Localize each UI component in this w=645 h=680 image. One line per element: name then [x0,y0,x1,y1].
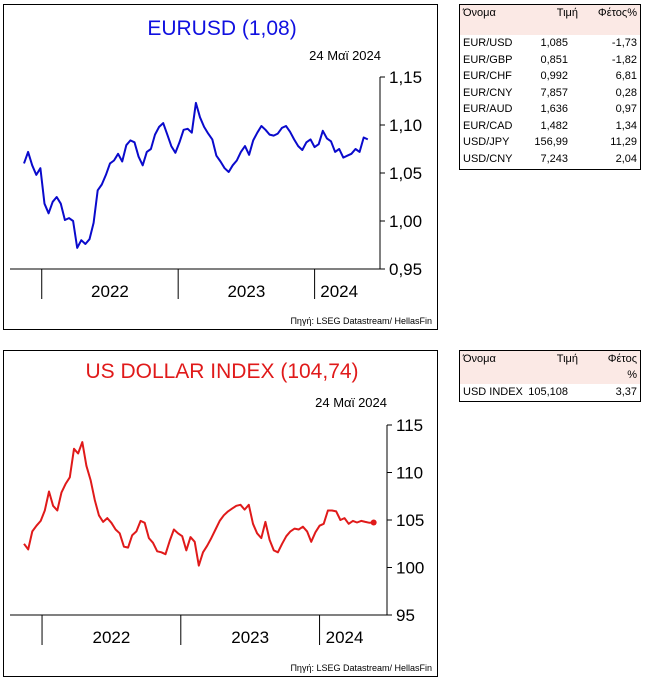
table-row: EUR/CNY 7,857 0,28 [460,85,640,102]
header-name: Όνομα [463,7,496,19]
x-tick-label: 2024 [320,282,358,301]
cell-price: 156,99 [534,136,568,148]
cell-ytd: -1,73 [611,37,637,49]
y-tick-label: 100 [396,559,424,578]
chart-title: US DOLLAR INDEX (104,74) [85,360,358,383]
table-row: USD/CNY 7,243 2,04 [460,151,640,168]
table-row: EUR/AUD 1,636 0,97 [460,101,640,118]
chart-date-label: 24 Μαϊ 2024 [315,395,387,410]
table-row: EUR/GBP 0,851 -1,82 [460,52,640,69]
y-tick-label: 1,10 [389,116,422,135]
y-tick-label: 0,95 [389,260,422,279]
cell-price: 1,085 [540,37,568,49]
cell-name: EUR/USD [463,37,513,49]
chart-source: Πηγή: LSEG Datastream/ HellasFin [290,316,432,326]
cell-price: 1,482 [540,119,568,132]
cell-name: EUR/CNY [463,86,513,99]
x-tick-label: 2023 [227,282,265,301]
table-row: EUR/CHF 0,992 6,81 [460,68,640,85]
cell-name: USD/JPY [463,136,510,148]
x-tick-label: 2024 [326,628,364,647]
y-tick-label: 95 [396,606,415,625]
chart-title: EURUSD (1,08) [147,17,296,40]
table-body: EUR/USD 1,085 -1,73 EUR/GBP 0,851 -1,82 EUR/CH… [460,35,640,167]
header-ytd: Φέτος [607,353,637,365]
header-price: Τιμή [556,7,578,19]
cell-ytd: 11,29 [610,136,637,148]
table-row: USD/JPY 156,99 11,29 [460,134,640,151]
cell-ytd: 0,28 [615,86,637,99]
cell-name: EUR/GBP [463,53,513,66]
eurusd-chart-panel: EURUSD (1,08) 24 Μαϊ 2024 Πηγή: LSEG Dat… [3,4,438,330]
x-tick-label: 2022 [93,628,131,647]
table-row: EUR/CAD 1,482 1,34 [460,118,640,135]
table-header: Όνομα Τιμή Φέτος% [460,5,640,35]
y-tick-label: 1,05 [389,164,422,183]
series-line [23,101,369,249]
cell-ytd: 1,34 [615,119,637,132]
series-line [23,441,374,567]
cell-price: 0,851 [540,53,568,66]
y-tick-label: 1,00 [389,212,422,231]
cell-ytd: 3,37 [615,386,637,398]
header-name: Όνομα [463,353,496,365]
table-row: EUR/USD 1,085 -1,73 [460,35,640,52]
eurusd-chart: EURUSD (1,08) 24 Μαϊ 2024 Πηγή: LSEG Dat… [10,17,432,326]
cell-price: 105,108 [528,386,568,398]
usd-index-chart: US DOLLAR INDEX (104,74) 24 Μαϊ 2024 Πηγ… [10,360,432,673]
x-tick-label: 2022 [91,282,129,301]
cell-name: USD/CNY [463,152,513,165]
cell-price: 0,992 [540,70,568,82]
cell-name: USD INDEX [463,386,523,398]
cell-name: EUR/CHF [463,70,512,82]
cell-ytd: -1,82 [611,53,637,66]
last-value-marker [370,519,377,526]
fx-rates-table: Όνομα Τιμή Φέτος% EUR/USD 1,085 -1,73 EUR/G… [459,4,641,170]
header-ytd: Φέτος% [597,7,637,19]
y-tick-label: 1,15 [389,68,422,87]
cell-ytd: 2,04 [615,152,637,165]
cell-price: 1,636 [540,103,568,115]
cell-name: EUR/CAD [463,119,513,132]
y-tick-label: 115 [396,416,423,435]
header-percent: % [627,369,637,381]
usd-index-table: Όνομα Τιμή Φέτος % USD INDEX 105,108 3,37 [459,350,641,402]
cell-ytd: 6,81 [615,70,637,82]
table-row: USD INDEX 105,108 3,37 [460,384,640,400]
chart-date-label: 24 Μαϊ 2024 [309,48,381,63]
table-header: Όνομα Τιμή Φέτος % [460,351,640,384]
cell-price: 7,857 [540,86,568,99]
eurusd-plot-area: 0,95 1,00 1,05 1,10 1,15 2022 2023 2024 [10,68,422,301]
y-tick-label: 105 [396,511,424,530]
cell-ytd: 0,97 [615,103,637,115]
cell-name: EUR/AUD [463,103,513,115]
usd-index-chart-panel: US DOLLAR INDEX (104,74) 24 Μαϊ 2024 Πηγ… [3,350,438,677]
x-tick-label: 2023 [231,628,269,647]
usd-index-plot-area: 95 100 105 110 115 2022 2023 2024 [10,416,424,647]
header-price: Τιμή [556,353,578,365]
table-body: USD INDEX 105,108 3,37 [460,384,640,400]
chart-source: Πηγή: LSEG Datastream/ HellasFin [290,663,432,673]
cell-price: 7,243 [540,152,568,165]
y-tick-label: 110 [396,464,423,483]
